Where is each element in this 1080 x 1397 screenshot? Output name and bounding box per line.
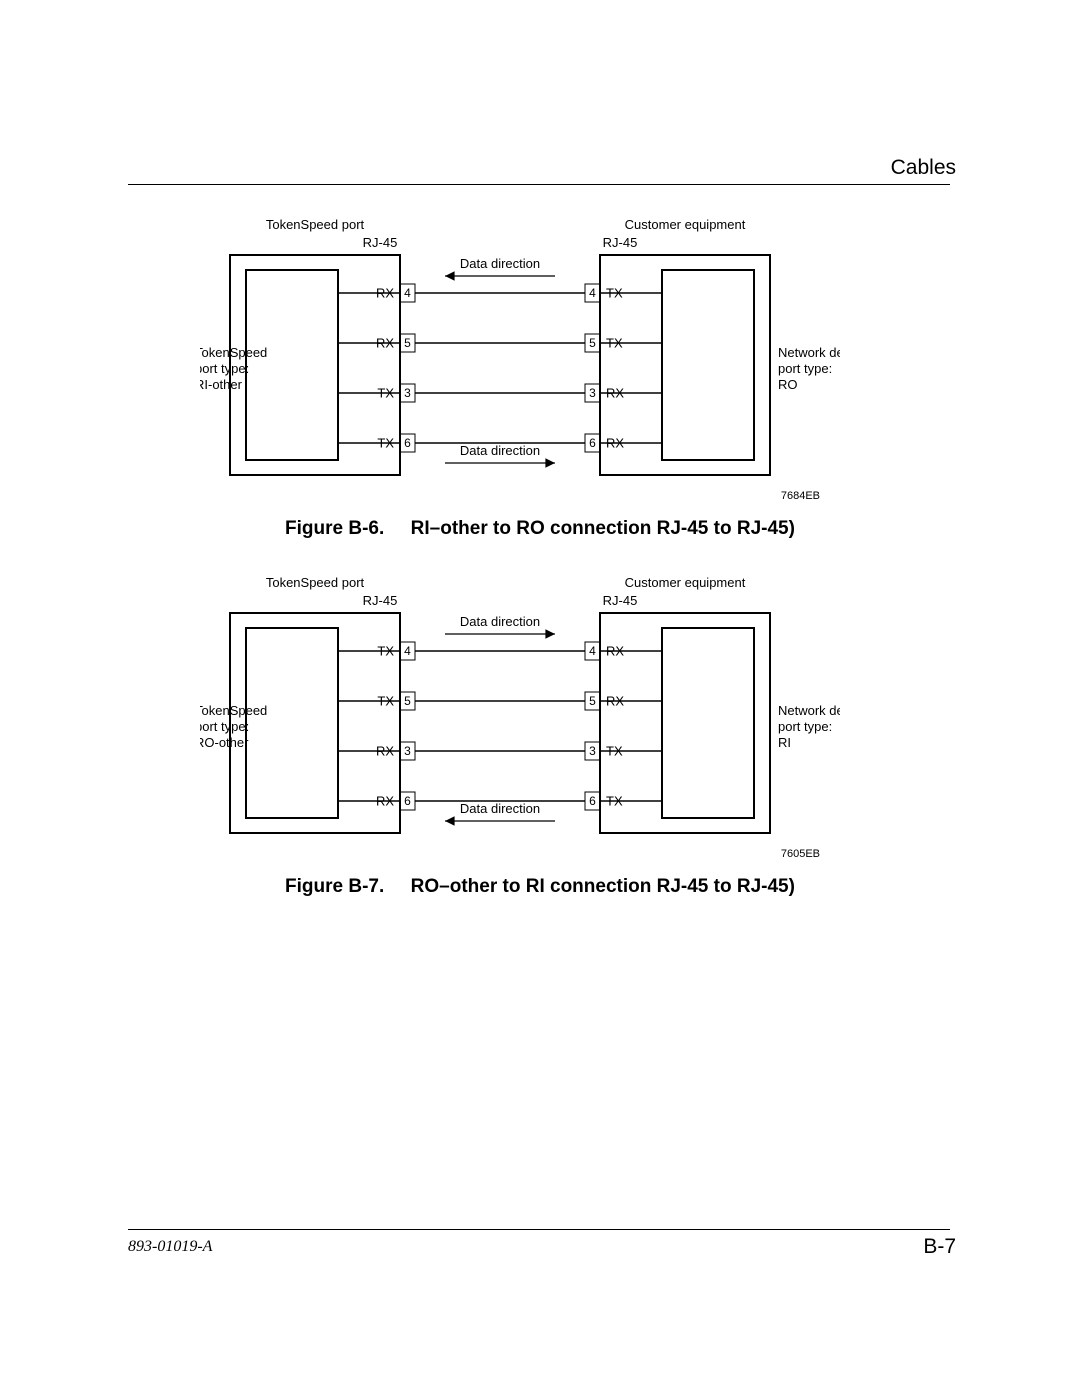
svg-text:4: 4	[404, 286, 411, 300]
svg-text:5: 5	[589, 336, 596, 350]
svg-text:Network device: Network device	[778, 345, 840, 360]
svg-text:TX: TX	[377, 694, 394, 709]
svg-text:RX: RX	[606, 694, 624, 709]
svg-text:TX: TX	[606, 336, 623, 351]
svg-text:port type:: port type:	[778, 719, 832, 734]
svg-text:RX: RX	[606, 386, 624, 401]
svg-text:port type:: port type:	[778, 361, 832, 376]
svg-text:Customer equipment: Customer equipment	[625, 217, 746, 232]
svg-text:RO: RO	[778, 377, 798, 392]
svg-text:RJ-45: RJ-45	[603, 235, 638, 250]
svg-text:TokenSpeed port: TokenSpeed port	[266, 217, 365, 232]
svg-text:RO-other: RO-other	[200, 735, 249, 750]
svg-text:6: 6	[589, 436, 596, 450]
svg-text:5: 5	[404, 694, 411, 708]
svg-text:TX: TX	[606, 286, 623, 301]
svg-text:RX: RX	[376, 744, 394, 759]
svg-text:3: 3	[404, 744, 411, 758]
footer-doc-number: 893-01019-A	[128, 1238, 212, 1256]
svg-text:7605EB: 7605EB	[781, 848, 820, 860]
svg-text:TokenSpeed: TokenSpeed	[200, 345, 267, 360]
svg-text:RI-other: RI-other	[200, 377, 243, 392]
svg-text:TokenSpeed port: TokenSpeed port	[266, 575, 365, 590]
svg-text:port type:: port type:	[200, 361, 249, 376]
svg-text:4: 4	[404, 644, 411, 658]
svg-text:Network device: Network device	[778, 703, 840, 718]
figure-caption-prefix: Figure B-7.	[285, 876, 384, 897]
svg-text:4: 4	[589, 644, 596, 658]
footer-page-number: B-7	[923, 1235, 956, 1259]
figure-b7-caption: Figure B-7. RO–other to RI connection RJ…	[0, 876, 1080, 898]
figure-b7-diagram: TokenSpeed port Customer equipment RJ-45 RJ…	[200, 573, 840, 878]
svg-text:Data direction: Data direction	[460, 801, 540, 816]
figure-caption-prefix: Figure B-6.	[285, 518, 384, 539]
svg-text:RX: RX	[606, 436, 624, 451]
svg-text:RI: RI	[778, 735, 791, 750]
svg-text:TX: TX	[606, 744, 623, 759]
svg-text:7684EB: 7684EB	[781, 490, 820, 502]
svg-text:RX: RX	[376, 794, 394, 809]
page: Cables TokenSpeed port Customer equipment…	[0, 0, 1080, 1397]
svg-text:TX: TX	[377, 386, 394, 401]
svg-text:3: 3	[589, 744, 596, 758]
svg-text:5: 5	[404, 336, 411, 350]
svg-text:Data direction: Data direction	[460, 256, 540, 271]
svg-text:RX: RX	[606, 644, 624, 659]
footer-rule	[128, 1229, 950, 1230]
svg-text:TokenSpeed: TokenSpeed	[200, 703, 267, 718]
svg-text:RX: RX	[376, 286, 394, 301]
svg-text:TX: TX	[377, 644, 394, 659]
svg-text:6: 6	[404, 794, 411, 808]
svg-text:3: 3	[404, 386, 411, 400]
page-header-title: Cables	[891, 156, 956, 180]
svg-text:3: 3	[589, 386, 596, 400]
svg-text:6: 6	[404, 436, 411, 450]
figure-caption-text: RI–other to RO connection RJ-45 to RJ-45…	[411, 518, 795, 539]
header-rule	[128, 184, 950, 185]
svg-text:6: 6	[589, 794, 596, 808]
svg-text:TX: TX	[377, 436, 394, 451]
figure-b6-caption: Figure B-6. RI–other to RO connection RJ…	[0, 518, 1080, 540]
svg-text:RJ-45: RJ-45	[603, 593, 638, 608]
figure-caption-text: RO–other to RI connection RJ-45 to RJ-45…	[411, 876, 795, 897]
svg-text:Data direction: Data direction	[460, 614, 540, 629]
svg-text:port type:: port type:	[200, 719, 249, 734]
svg-text:RJ-45: RJ-45	[363, 593, 398, 608]
svg-text:RJ-45: RJ-45	[363, 235, 398, 250]
figure-b6-diagram: TokenSpeed port Customer equipment RJ-45 RJ…	[200, 215, 840, 520]
svg-text:Customer equipment: Customer equipment	[625, 575, 746, 590]
svg-text:4: 4	[589, 286, 596, 300]
svg-text:5: 5	[589, 694, 596, 708]
svg-text:TX: TX	[606, 794, 623, 809]
svg-text:RX: RX	[376, 336, 394, 351]
svg-text:Data direction: Data direction	[460, 443, 540, 458]
